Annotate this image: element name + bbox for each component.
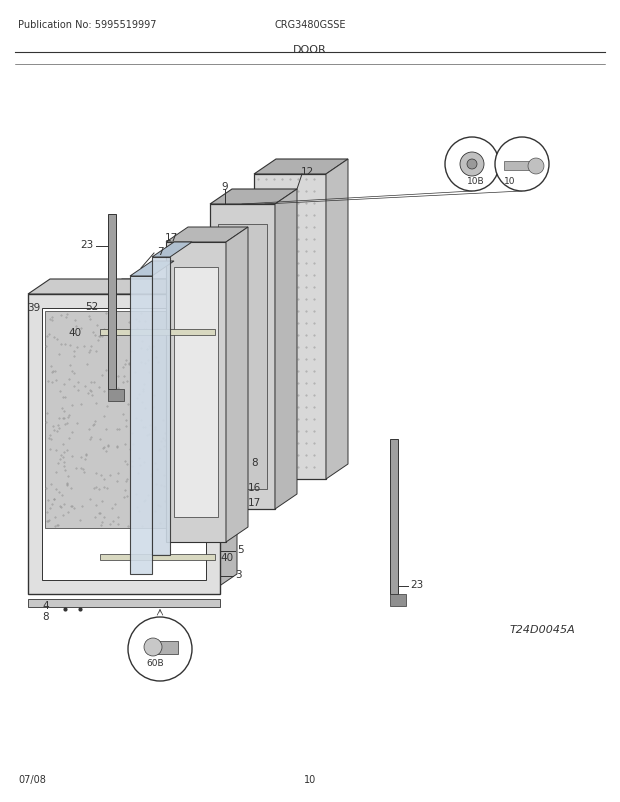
Text: 4: 4 — [42, 600, 48, 610]
Polygon shape — [210, 190, 297, 205]
Text: Publication No: 5995519997: Publication No: 5995519997 — [18, 20, 156, 30]
Text: 17: 17 — [165, 233, 179, 243]
Polygon shape — [130, 277, 152, 574]
Circle shape — [144, 638, 162, 656]
Text: 3: 3 — [235, 569, 242, 579]
Polygon shape — [226, 228, 248, 542]
Text: 8: 8 — [42, 611, 48, 622]
Polygon shape — [100, 280, 237, 294]
Text: 40: 40 — [220, 553, 233, 562]
Polygon shape — [42, 309, 206, 581]
Circle shape — [460, 153, 484, 176]
Polygon shape — [110, 325, 205, 559]
Polygon shape — [45, 312, 203, 529]
Polygon shape — [100, 330, 215, 335]
Text: T24D0045A: T24D0045A — [510, 624, 576, 634]
Polygon shape — [254, 160, 348, 175]
Circle shape — [528, 159, 544, 175]
Polygon shape — [215, 280, 237, 589]
Text: 9: 9 — [222, 182, 228, 192]
Text: 10B: 10B — [467, 176, 485, 185]
Polygon shape — [28, 280, 242, 294]
Polygon shape — [100, 554, 215, 561]
Text: 8: 8 — [251, 457, 258, 468]
Polygon shape — [155, 642, 178, 654]
Polygon shape — [166, 228, 248, 243]
Polygon shape — [28, 294, 220, 594]
Text: 40: 40 — [69, 327, 82, 338]
Polygon shape — [108, 390, 124, 402]
Text: 7: 7 — [157, 247, 164, 257]
Polygon shape — [218, 225, 267, 489]
Polygon shape — [210, 205, 275, 509]
Polygon shape — [130, 261, 174, 277]
Text: 17: 17 — [248, 497, 261, 508]
Polygon shape — [28, 599, 220, 607]
Text: 10: 10 — [504, 176, 515, 185]
Polygon shape — [275, 190, 297, 509]
Polygon shape — [390, 594, 406, 606]
Text: 23: 23 — [410, 579, 423, 589]
Polygon shape — [326, 160, 348, 480]
Text: 10: 10 — [304, 774, 316, 784]
Polygon shape — [166, 243, 226, 542]
Polygon shape — [152, 257, 170, 555]
Polygon shape — [108, 215, 116, 390]
Polygon shape — [152, 243, 192, 257]
Polygon shape — [254, 175, 326, 480]
Text: 07/08: 07/08 — [18, 774, 46, 784]
Polygon shape — [100, 294, 215, 589]
Polygon shape — [174, 268, 218, 517]
Circle shape — [495, 138, 549, 192]
Text: 6: 6 — [108, 292, 115, 302]
Text: 52: 52 — [85, 302, 98, 312]
Circle shape — [128, 618, 192, 681]
Text: 16: 16 — [248, 482, 261, 492]
Text: CRG3480GSSE: CRG3480GSSE — [274, 20, 346, 30]
Text: 12: 12 — [300, 167, 314, 176]
Text: 60B: 60B — [146, 658, 164, 668]
Text: 23: 23 — [80, 240, 93, 249]
Circle shape — [467, 160, 477, 170]
Polygon shape — [504, 162, 536, 171]
Text: DOOR: DOOR — [293, 45, 327, 55]
Text: 5: 5 — [237, 545, 244, 554]
Polygon shape — [390, 439, 398, 594]
Circle shape — [445, 138, 499, 192]
Text: 39: 39 — [27, 302, 40, 313]
